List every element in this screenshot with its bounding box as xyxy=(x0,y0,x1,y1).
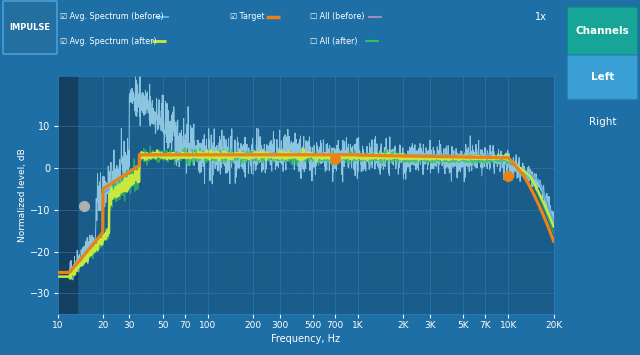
Text: Right: Right xyxy=(589,118,616,127)
Text: ☐ All (after): ☐ All (after) xyxy=(310,37,358,46)
X-axis label: Frequency, Hz: Frequency, Hz xyxy=(271,334,340,344)
Y-axis label: Normalized level, dB: Normalized level, dB xyxy=(19,148,28,242)
Text: 1x: 1x xyxy=(535,11,547,22)
FancyBboxPatch shape xyxy=(568,55,637,99)
Text: ☑ Avg. Spectrum (after): ☑ Avg. Spectrum (after) xyxy=(60,37,157,46)
Text: ☑ Target: ☑ Target xyxy=(230,12,264,21)
Text: Channels: Channels xyxy=(576,26,629,36)
Text: ☑ Avg. Spectrum (before): ☑ Avg. Spectrum (before) xyxy=(60,12,164,21)
Text: ☐ All (before): ☐ All (before) xyxy=(310,12,365,21)
Text: Left: Left xyxy=(591,72,614,82)
FancyBboxPatch shape xyxy=(3,1,57,54)
FancyBboxPatch shape xyxy=(568,7,637,55)
Bar xyxy=(58,76,77,314)
Text: IMPULSE: IMPULSE xyxy=(10,23,51,32)
